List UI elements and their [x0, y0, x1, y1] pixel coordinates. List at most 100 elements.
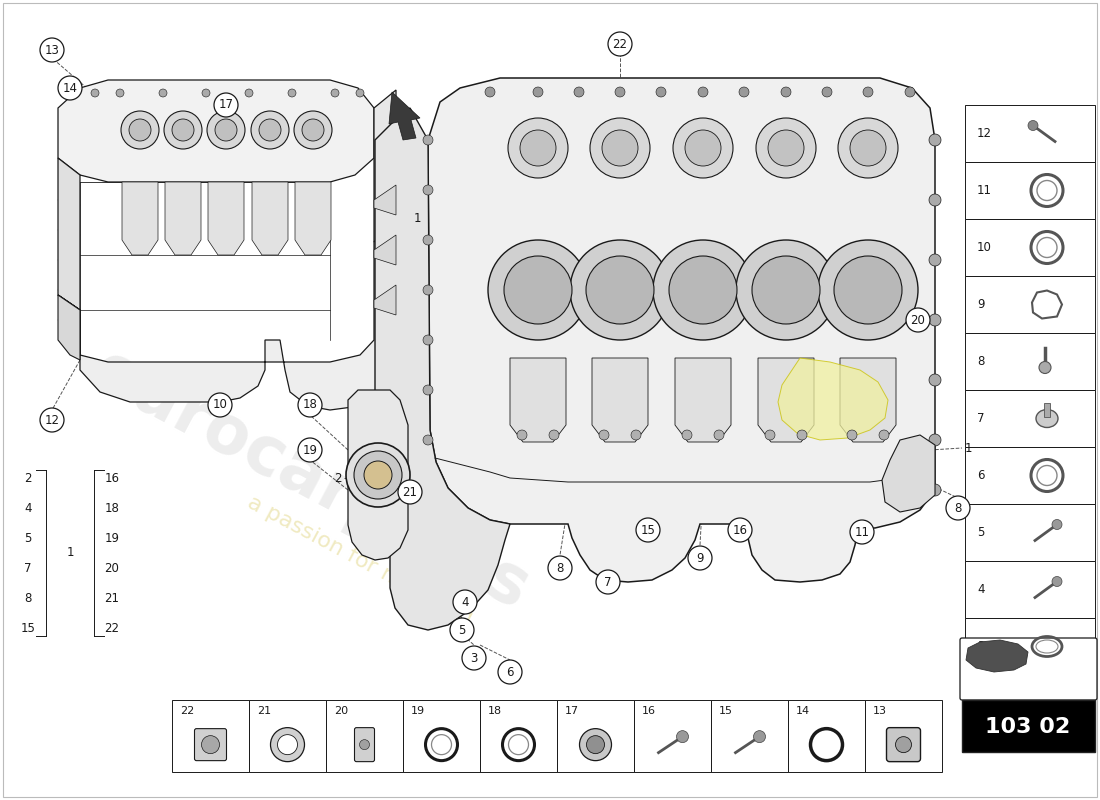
Text: 1: 1 — [965, 442, 972, 454]
Polygon shape — [374, 185, 396, 215]
Circle shape — [781, 87, 791, 97]
Text: 15: 15 — [21, 622, 35, 634]
Bar — [326, 700, 403, 772]
Text: 20: 20 — [104, 562, 120, 574]
Text: 6: 6 — [506, 666, 514, 678]
Circle shape — [534, 87, 543, 97]
Text: 3: 3 — [471, 651, 477, 665]
Text: 17: 17 — [219, 98, 233, 111]
Circle shape — [520, 130, 556, 166]
Circle shape — [879, 430, 889, 440]
Text: 9: 9 — [696, 551, 704, 565]
Text: 19: 19 — [302, 443, 318, 457]
Circle shape — [656, 87, 666, 97]
Circle shape — [258, 119, 280, 141]
Bar — [965, 276, 1094, 333]
Bar — [965, 504, 1094, 561]
Circle shape — [424, 435, 433, 445]
Circle shape — [850, 130, 886, 166]
Circle shape — [462, 646, 486, 670]
Bar — [965, 390, 1094, 447]
Text: 22: 22 — [104, 622, 120, 634]
Circle shape — [586, 736, 605, 754]
Circle shape — [698, 87, 708, 97]
Circle shape — [277, 734, 297, 754]
Circle shape — [548, 556, 572, 580]
Circle shape — [838, 118, 898, 178]
Text: 13: 13 — [873, 706, 887, 716]
Circle shape — [1052, 519, 1062, 530]
Polygon shape — [295, 182, 331, 255]
Circle shape — [398, 480, 422, 504]
Text: 12: 12 — [977, 127, 992, 140]
Bar — [865, 700, 942, 772]
Circle shape — [895, 737, 912, 753]
Text: 5: 5 — [459, 623, 465, 637]
Bar — [965, 333, 1094, 390]
Circle shape — [298, 393, 322, 417]
Circle shape — [504, 256, 572, 324]
Circle shape — [202, 89, 210, 97]
FancyBboxPatch shape — [962, 700, 1094, 752]
Text: 4: 4 — [24, 502, 32, 514]
Text: 22: 22 — [613, 38, 627, 50]
Circle shape — [946, 496, 970, 520]
Circle shape — [208, 393, 232, 417]
Text: 14: 14 — [796, 706, 810, 716]
Circle shape — [1040, 362, 1050, 374]
Polygon shape — [208, 182, 244, 255]
Text: 15: 15 — [719, 706, 733, 716]
Polygon shape — [58, 295, 80, 360]
Polygon shape — [966, 640, 1028, 672]
Polygon shape — [510, 358, 566, 442]
Text: 9: 9 — [977, 298, 985, 311]
Circle shape — [488, 240, 588, 340]
Circle shape — [688, 546, 712, 570]
Circle shape — [245, 89, 253, 97]
Bar — [965, 219, 1094, 276]
Bar — [480, 700, 557, 772]
Circle shape — [739, 87, 749, 97]
Text: 7: 7 — [604, 575, 612, 589]
Circle shape — [676, 730, 689, 742]
Circle shape — [930, 484, 940, 496]
Circle shape — [905, 87, 915, 97]
Text: 20: 20 — [911, 314, 925, 326]
Circle shape — [40, 38, 64, 62]
Text: 2: 2 — [334, 471, 342, 485]
Circle shape — [850, 520, 875, 544]
Circle shape — [164, 111, 202, 149]
Circle shape — [129, 119, 151, 141]
Circle shape — [214, 119, 236, 141]
Circle shape — [288, 89, 296, 97]
Bar — [965, 162, 1094, 219]
Circle shape — [574, 87, 584, 97]
Text: 20: 20 — [334, 706, 348, 716]
Circle shape — [91, 89, 99, 97]
Text: 3: 3 — [977, 640, 985, 653]
Text: 22: 22 — [180, 706, 195, 716]
Polygon shape — [165, 182, 201, 255]
Text: 16: 16 — [733, 523, 748, 537]
Text: 14: 14 — [63, 82, 77, 94]
Text: 12: 12 — [44, 414, 59, 426]
Circle shape — [798, 430, 807, 440]
Bar — [965, 447, 1094, 504]
Circle shape — [752, 256, 820, 324]
Circle shape — [302, 119, 324, 141]
Polygon shape — [389, 92, 420, 140]
Polygon shape — [58, 225, 396, 410]
Circle shape — [653, 240, 754, 340]
Circle shape — [517, 430, 527, 440]
Polygon shape — [758, 358, 814, 442]
Text: 11: 11 — [855, 526, 869, 538]
Circle shape — [586, 256, 654, 324]
Text: 10: 10 — [977, 241, 992, 254]
Text: 18: 18 — [488, 706, 502, 716]
Circle shape — [294, 111, 332, 149]
Circle shape — [331, 89, 339, 97]
Circle shape — [1052, 577, 1062, 586]
Circle shape — [736, 240, 836, 340]
Circle shape — [636, 518, 660, 542]
Circle shape — [364, 461, 392, 489]
